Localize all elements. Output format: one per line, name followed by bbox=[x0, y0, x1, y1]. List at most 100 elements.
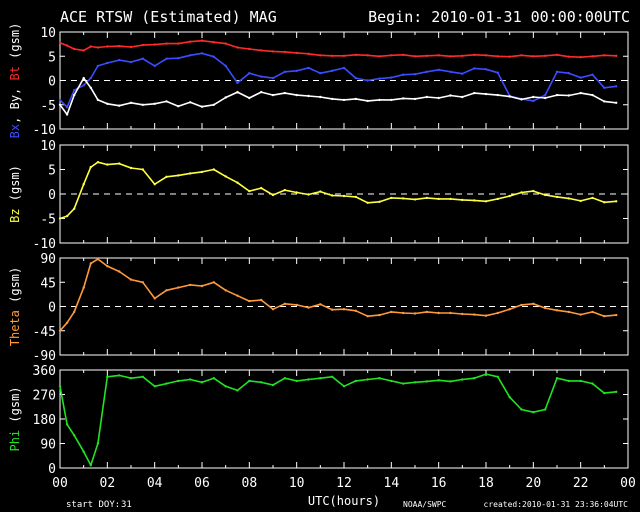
data-point-bz bbox=[555, 195, 559, 199]
data-point-bz bbox=[331, 194, 334, 197]
y-tick-label: -10 bbox=[33, 123, 56, 138]
data-point-bt bbox=[307, 52, 310, 55]
begin-time: Begin: 2010-01-31 00:00:00UTC bbox=[368, 8, 630, 26]
y-axis-label-part: (gsm) bbox=[8, 165, 22, 208]
data-point-bx bbox=[461, 72, 464, 75]
data-point-bx bbox=[73, 89, 76, 92]
data-point-by bbox=[212, 103, 215, 107]
data-point-bt bbox=[567, 55, 570, 58]
data-point-bz bbox=[591, 196, 594, 200]
data-point-theta bbox=[579, 313, 582, 316]
data-point-by bbox=[603, 100, 606, 103]
data-point-bt bbox=[129, 45, 133, 49]
data-point-phi bbox=[366, 378, 369, 381]
data-point-bt bbox=[484, 54, 488, 57]
data-point-theta bbox=[319, 303, 322, 306]
data-point-phi bbox=[473, 377, 476, 380]
data-point-bz bbox=[354, 195, 357, 199]
data-point-by bbox=[89, 86, 93, 90]
x-tick-label: 04 bbox=[147, 476, 163, 491]
series-line-phi bbox=[59, 373, 617, 467]
data-point-by bbox=[295, 93, 298, 97]
data-point-bx bbox=[236, 81, 239, 85]
data-point-by bbox=[496, 93, 499, 97]
data-point-by bbox=[402, 97, 405, 100]
data-point-bx bbox=[260, 75, 263, 78]
data-point-bx bbox=[390, 76, 393, 79]
data-point-theta bbox=[153, 297, 156, 300]
data-point-phi bbox=[520, 408, 523, 411]
data-point-by bbox=[378, 98, 381, 102]
data-point-theta bbox=[106, 264, 109, 268]
y-axis-label-part: (gsm) bbox=[8, 23, 22, 66]
data-point-by bbox=[271, 93, 275, 97]
data-point-bt bbox=[248, 47, 251, 51]
data-point-bz bbox=[129, 166, 133, 170]
x-tick-label: 14 bbox=[384, 476, 400, 491]
data-point-phi bbox=[413, 381, 417, 384]
data-point-theta bbox=[212, 281, 215, 284]
y-axis-label-part: (gsm) bbox=[8, 386, 22, 429]
data-point-phi bbox=[82, 450, 85, 453]
data-point-by bbox=[82, 76, 85, 80]
data-point-bx bbox=[544, 93, 547, 97]
y-tick-label: 5 bbox=[48, 50, 56, 65]
data-point-by bbox=[307, 94, 310, 98]
data-point-bx bbox=[496, 71, 499, 74]
data-point-bt bbox=[89, 45, 93, 48]
panel-bz: 10 5 0 -5 -10 Bz (gsm) bbox=[8, 139, 629, 252]
y-tick-label: 90 bbox=[40, 438, 56, 453]
data-point-bz bbox=[224, 175, 227, 178]
data-point-phi bbox=[295, 379, 298, 383]
x-tick-label: 00 bbox=[52, 476, 68, 491]
data-point-bt bbox=[496, 55, 499, 58]
data-point-bx bbox=[212, 55, 215, 58]
data-point-bt bbox=[331, 54, 334, 57]
start-doy-value: 31 bbox=[121, 500, 132, 510]
data-point-bt bbox=[544, 54, 547, 57]
data-point-phi bbox=[65, 423, 69, 426]
data-point-theta bbox=[544, 306, 547, 310]
data-point-by bbox=[248, 96, 251, 100]
x-tick-label: 16 bbox=[431, 476, 447, 491]
data-point-bt bbox=[96, 46, 100, 49]
data-point-bx bbox=[567, 72, 570, 75]
data-point-phi bbox=[437, 379, 440, 382]
data-point-theta bbox=[82, 286, 85, 289]
data-point-phi bbox=[153, 385, 156, 388]
data-point-bz bbox=[89, 165, 93, 169]
data-point-phi bbox=[544, 408, 547, 411]
data-point-phi bbox=[224, 385, 227, 388]
data-point-bt bbox=[615, 54, 618, 57]
data-point-bz bbox=[58, 217, 62, 220]
data-point-bz bbox=[378, 200, 381, 203]
data-point-theta bbox=[189, 283, 192, 287]
data-point-bt bbox=[224, 42, 227, 45]
data-point-phi bbox=[271, 383, 275, 387]
data-point-theta bbox=[118, 270, 121, 273]
y-axis-label-part: Bz bbox=[8, 208, 22, 222]
y-axis-label: Phi (gsm) bbox=[8, 386, 22, 451]
data-point-by bbox=[413, 97, 417, 101]
data-point-theta bbox=[224, 289, 227, 292]
data-point-theta bbox=[413, 312, 417, 315]
data-point-theta bbox=[342, 308, 346, 311]
data-point-bx bbox=[402, 73, 405, 76]
data-point-phi bbox=[58, 385, 62, 388]
data-point-phi bbox=[96, 442, 100, 445]
data-point-phi bbox=[177, 379, 180, 383]
data-point-bx bbox=[271, 76, 275, 80]
data-point-bt bbox=[212, 41, 215, 44]
x-tick-label: 08 bbox=[242, 476, 258, 491]
x-tick-label: 06 bbox=[194, 476, 210, 491]
y-tick-label: 270 bbox=[33, 389, 56, 404]
data-point-bx bbox=[96, 64, 100, 68]
data-point-bz bbox=[508, 194, 511, 198]
data-point-bz bbox=[200, 170, 204, 174]
data-point-theta bbox=[177, 286, 180, 289]
panel-b: 10 5 0 -5 -10 Bx, By, Bt (gsm) bbox=[8, 23, 629, 139]
data-point-bz bbox=[153, 183, 156, 186]
data-point-bt bbox=[342, 54, 346, 57]
y-axis-label: Bx, By, Bt (gsm) bbox=[8, 23, 22, 139]
data-point-phi bbox=[200, 381, 204, 384]
